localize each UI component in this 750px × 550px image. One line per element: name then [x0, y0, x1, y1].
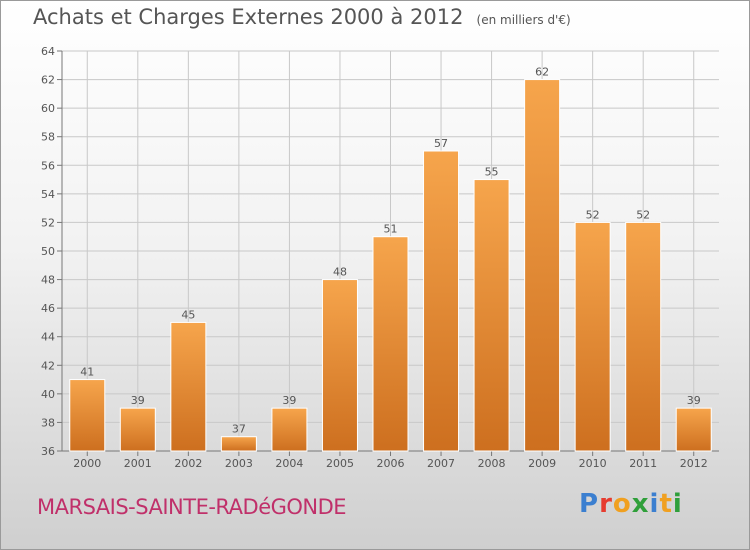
x-tick-label: 2002 [174, 457, 202, 470]
data-label: 41 [80, 366, 94, 379]
bar-2004 [271, 407, 308, 452]
bar-2010 [574, 221, 611, 452]
x-tick-label: 2000 [73, 457, 101, 470]
data-label: 39 [687, 394, 701, 407]
x-tick-label: 2011 [629, 457, 657, 470]
bar-2009 [524, 79, 561, 452]
bar-2012 [675, 407, 712, 452]
x-tick-label: 2009 [528, 457, 556, 470]
data-label: 52 [636, 208, 650, 221]
bar-2003 [220, 436, 257, 452]
bar-2001 [119, 407, 156, 452]
logo-letter: i [672, 489, 683, 519]
bar-2006 [372, 236, 409, 452]
x-tick-label: 2007 [427, 457, 455, 470]
data-label: 55 [485, 166, 499, 179]
bar-2002 [170, 321, 207, 452]
bar-2005 [321, 279, 358, 452]
x-tick-label: 2003 [225, 457, 253, 470]
y-tick-label: 56 [41, 159, 55, 172]
y-tick-label: 38 [41, 416, 55, 429]
y-tick-label: 62 [41, 74, 55, 87]
x-tick-label: 2008 [478, 457, 506, 470]
chart-subtitle: (en milliers d'€) [476, 13, 571, 27]
logo-letter: P [579, 489, 600, 519]
y-tick-label: 42 [41, 359, 55, 372]
logo-letter: x [631, 489, 650, 519]
data-label: 57 [434, 137, 448, 150]
bar-2011 [625, 221, 662, 452]
data-label: 62 [535, 66, 549, 79]
logo-letter: o [612, 489, 632, 519]
data-label: 52 [586, 208, 600, 221]
logo-letter: r [599, 489, 613, 519]
y-tick-label: 46 [41, 302, 55, 315]
data-label: 48 [333, 266, 347, 279]
commune-name: MARSAIS-SAINTE-RADéGONDE [37, 495, 347, 519]
y-tick-label: 60 [41, 102, 55, 115]
y-tick-label: 58 [41, 131, 55, 144]
logo-letter: i [649, 489, 660, 519]
y-tick-label: 40 [41, 388, 55, 401]
data-label: 39 [282, 394, 296, 407]
y-tick-label: 52 [41, 216, 55, 229]
x-tick-label: 2004 [275, 457, 303, 470]
logo-letter: t [659, 489, 673, 519]
y-tick-label: 36 [41, 445, 55, 458]
data-label: 37 [232, 423, 246, 436]
bar-2000 [69, 379, 106, 452]
bar-2008 [473, 179, 510, 452]
x-tick-label: 2010 [579, 457, 607, 470]
data-label: 39 [131, 394, 145, 407]
y-tick-label: 64 [41, 45, 55, 58]
x-tick-label: 2006 [377, 457, 405, 470]
x-tick-label: 2005 [326, 457, 354, 470]
proxiti-logo[interactable]: Proxiti [579, 489, 683, 519]
y-tick-label: 54 [41, 188, 55, 201]
data-label: 45 [181, 308, 195, 321]
x-tick-label: 2001 [124, 457, 152, 470]
bars-layer [69, 79, 712, 452]
y-tick-label: 50 [41, 245, 55, 258]
y-tick-label: 48 [41, 274, 55, 287]
labels-layer: 36 38 40 42 44 46 48 50 52 54 56 58 60 62 64 41 2000 39 20… [41, 45, 708, 470]
x-tick-label: 2012 [680, 457, 708, 470]
data-label: 51 [384, 223, 398, 236]
bar-2007 [423, 150, 460, 452]
chart-title: Achats et Charges Externes 2000 à 2012 [33, 5, 464, 29]
y-tick-label: 44 [41, 331, 55, 344]
title-row: Achats et Charges Externes 2000 à 2012 (… [33, 5, 571, 29]
